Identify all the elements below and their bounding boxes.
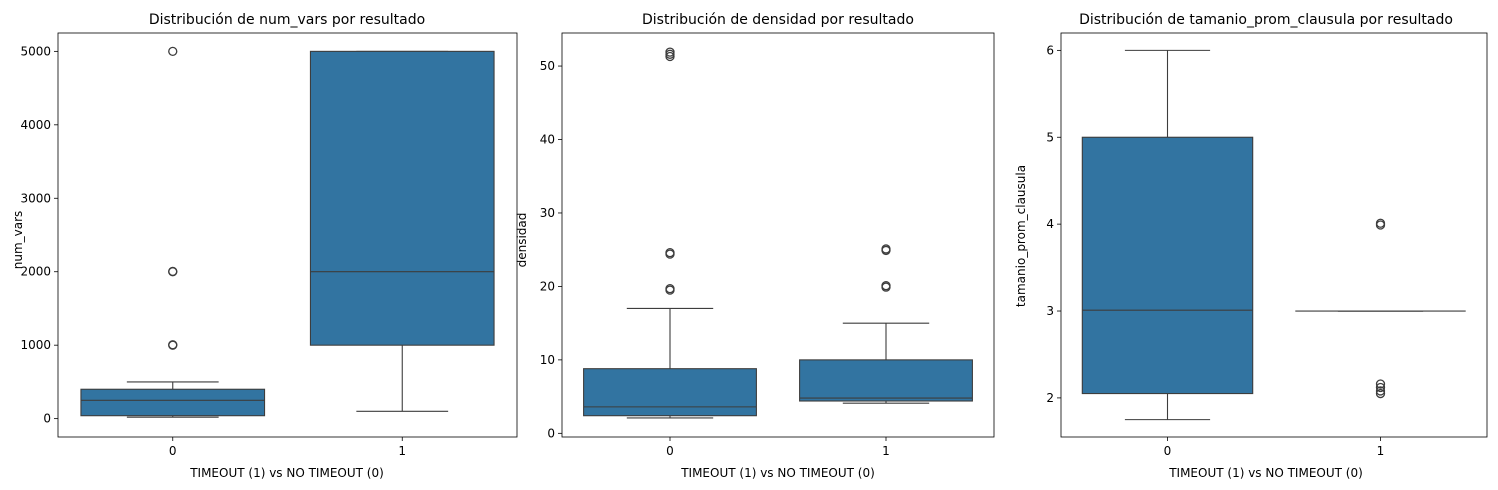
outlier-point — [168, 46, 178, 57]
y-tick-label: 5 — [1046, 130, 1054, 144]
chart-tamanio-prom-clausula: Distribución de tamanio_prom_clausula po… — [1014, 12, 1488, 480]
box-plot-1 — [1295, 218, 1466, 399]
outlier-point — [1375, 386, 1386, 396]
y-tick-label: 4000 — [20, 118, 51, 132]
outlier-point — [881, 244, 891, 254]
y-tick-label: 2 — [1046, 391, 1054, 405]
y-tick-label: 40 — [540, 133, 555, 147]
iqr-box — [1081, 136, 1254, 395]
y-tick-label: 1000 — [20, 338, 51, 352]
box-plot-0 — [80, 46, 266, 418]
y-axis-label: densidad — [515, 213, 529, 268]
x-tick-label: 1 — [398, 444, 406, 458]
plot-frame — [561, 32, 995, 438]
iqr-box — [799, 359, 973, 402]
x-axis-label: TIMEOUT (1) vs NO TIMEOUT (0) — [680, 466, 875, 480]
y-tick-label: 4 — [1046, 217, 1054, 231]
outlier-point — [1375, 382, 1386, 393]
x-tick-label: 1 — [1377, 444, 1385, 458]
y-tick-label: 10 — [540, 353, 555, 367]
outlier-point — [665, 247, 675, 258]
x-axis-label: TIMEOUT (1) vs NO TIMEOUT (0) — [189, 466, 384, 480]
chart-title: Distribución de densidad por resultado — [642, 12, 914, 28]
outlier-point — [168, 266, 178, 277]
outlier-point — [1375, 379, 1386, 389]
y-tick-label: 30 — [540, 206, 555, 220]
y-tick-label: 3 — [1046, 304, 1054, 318]
y-axis-label: num_vars — [11, 211, 25, 270]
outlier-point — [1375, 218, 1386, 228]
outlier-point — [665, 283, 675, 294]
y-tick-label: 3000 — [20, 191, 51, 205]
y-tick-label: 0 — [547, 426, 555, 440]
box-plot-0 — [583, 47, 757, 419]
iqr-box — [583, 368, 757, 417]
x-tick-label: 0 — [1164, 444, 1172, 458]
y-tick-label: 5000 — [20, 44, 51, 58]
box-plot-1 — [309, 50, 495, 412]
x-axis-label: TIMEOUT (1) vs NO TIMEOUT (0) — [1168, 466, 1363, 480]
chart-num-vars: Distribución de num_vars por resultado T… — [11, 12, 518, 480]
outlier-point — [1375, 388, 1386, 399]
y-axis-label: tamanio_prom_clausula — [1014, 165, 1028, 307]
chart-title: Distribución de num_vars por resultado — [149, 12, 425, 28]
chart-title: Distribución de tamanio_prom_clausula po… — [1079, 12, 1453, 28]
y-tick-label: 2000 — [20, 265, 51, 279]
y-tick-label: 20 — [540, 279, 555, 293]
box-plot-1 — [799, 244, 973, 404]
y-tick-label: 50 — [540, 59, 555, 73]
outlier-point — [665, 47, 675, 57]
outlier-point — [168, 340, 178, 350]
x-tick-label: 1 — [882, 444, 890, 458]
x-tick-label: 0 — [666, 444, 674, 458]
plot-frame — [57, 32, 518, 438]
plot-frame — [1060, 32, 1488, 438]
outlier-point — [881, 281, 891, 291]
iqr-box — [80, 388, 266, 417]
chart-densidad: Distribución de densidad por resultado T… — [515, 12, 995, 480]
y-tick-label: 0 — [43, 412, 51, 426]
x-tick-label: 0 — [169, 444, 177, 458]
box-plot-0 — [1081, 49, 1254, 421]
iqr-box — [309, 50, 495, 346]
y-tick-label: 6 — [1046, 43, 1054, 57]
